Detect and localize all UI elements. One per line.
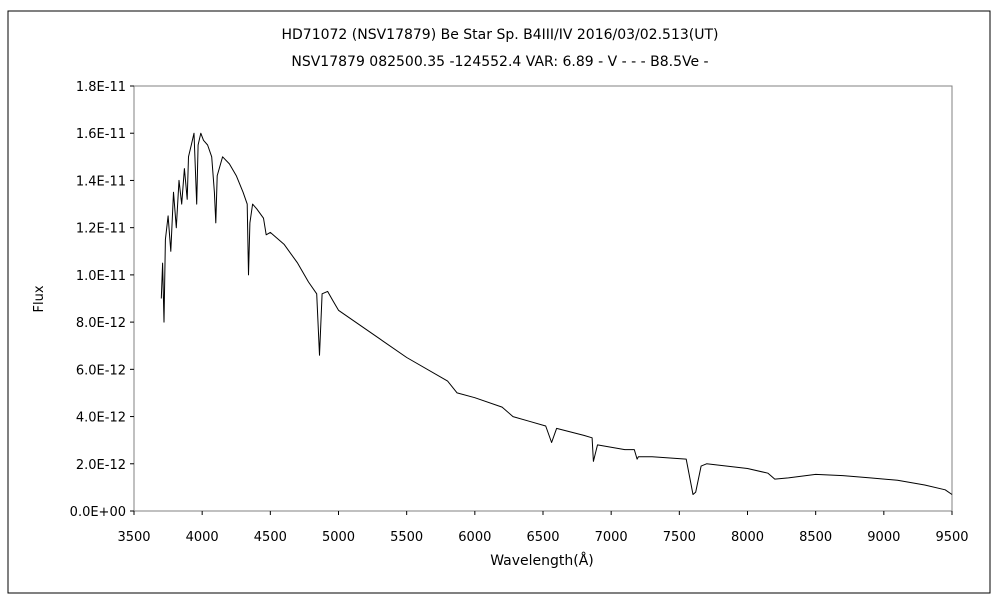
y-tick-label: 0.0E+00	[70, 505, 126, 520]
chart-subtitle: NSV17879 082500.35 -124552.4 VAR: 6.89 -…	[291, 54, 708, 70]
y-tick-label: 1.4E-11	[76, 174, 126, 189]
x-tick-label: 9000	[867, 530, 900, 545]
x-tick-label: 6500	[526, 530, 559, 545]
x-tick-label: 6000	[458, 530, 491, 545]
chart-title: HD71072 (NSV17879) Be Star Sp. B4III/IV …	[281, 27, 718, 43]
x-tick-label: 7500	[663, 530, 696, 545]
spectrum-line	[160, 132, 953, 495]
y-tick-label: 4.0E-12	[76, 411, 126, 426]
x-axis: 3500 4000 4500 5000 5500 6000 6500 7000 7500 8000…	[117, 511, 969, 545]
y-tick-label: 2.0E-12	[76, 458, 126, 473]
x-tick-label: 8000	[731, 530, 764, 545]
x-tick-label: 5500	[390, 530, 423, 545]
x-tick-label: 5000	[322, 530, 355, 545]
y-tick-label: 8.0E-12	[76, 316, 126, 331]
x-axis-label: Wavelength(Å)	[490, 552, 594, 569]
x-tick-label: 4000	[186, 530, 219, 545]
y-tick-label: 1.0E-11	[76, 269, 126, 284]
y-axis: 0.0E+00 2.0E-12 4.0E-12 6.0E-12 8.0E-12 1.0E-…	[70, 80, 134, 520]
y-axis-label: Flux	[32, 285, 47, 312]
y-tick-label: 1.8E-11	[76, 80, 126, 95]
x-tick-label: 8500	[799, 530, 832, 545]
plot-area	[133, 85, 953, 512]
y-tick-label: 6.0E-12	[76, 363, 126, 378]
y-tick-label: 1.6E-11	[76, 127, 126, 142]
x-tick-label: 9500	[935, 530, 968, 545]
series-layer	[160, 132, 953, 495]
y-tick-label: 1.2E-11	[76, 222, 126, 237]
x-tick-label: 7000	[595, 530, 628, 545]
x-tick-label: 4500	[254, 530, 287, 545]
chart-border	[7, 10, 991, 594]
x-tick-label: 3500	[117, 530, 150, 545]
